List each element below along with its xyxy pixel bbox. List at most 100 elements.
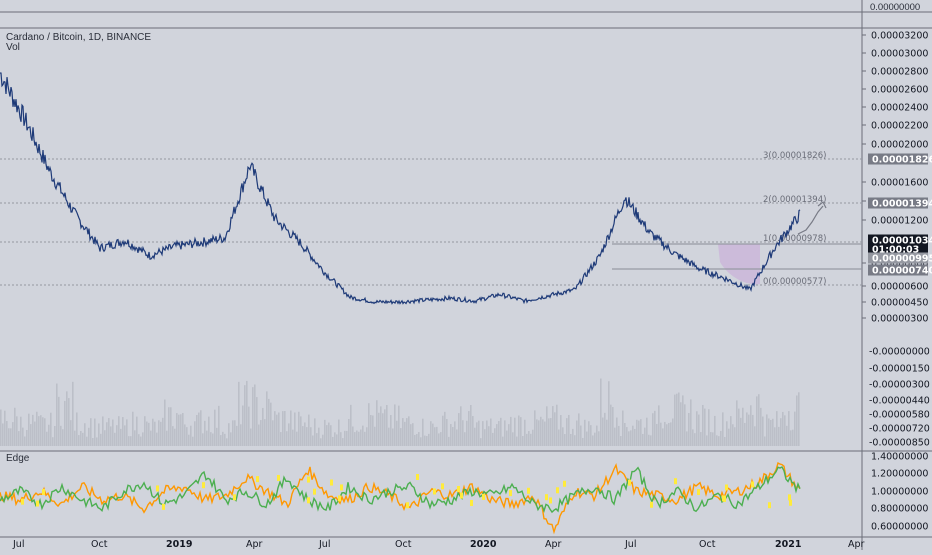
edge-highlight <box>433 488 436 495</box>
volume-bar <box>630 430 632 446</box>
volume-bar <box>534 410 536 446</box>
volume-bar <box>156 432 158 446</box>
volume-bar <box>112 419 114 446</box>
time-label: Oct <box>91 539 108 550</box>
price-tag <box>868 252 928 264</box>
volume-tick-label: -0.00000150 <box>869 364 930 375</box>
symbol-title[interactable]: Cardano / Bitcoin, 1D, BINANCE <box>6 32 152 43</box>
green-edge-line <box>0 466 801 514</box>
volume-bar <box>48 424 50 446</box>
time-axis[interactable]: Jul Oct 2019 Apr Jul Oct 2020 Apr Jul Oct 2021 Apr <box>12 539 865 550</box>
volume-bar <box>116 425 118 446</box>
volume-bar <box>210 432 212 446</box>
volume-bar <box>658 405 660 446</box>
fib-retracement[interactable]: 3(0.00001826) 2(0.00001394) 1(0.00000978) 0… <box>0 151 862 287</box>
volume-bar <box>310 427 312 446</box>
volume-bar <box>408 416 410 446</box>
price-tick-label: 0.00000300 <box>871 314 928 325</box>
volume-bar <box>338 419 340 446</box>
volume-bar <box>764 436 766 446</box>
edge-highlight <box>313 488 316 495</box>
volume-bar <box>170 407 172 446</box>
volume-bar <box>390 415 392 446</box>
volume-bar <box>168 407 170 446</box>
volume-bar <box>288 423 290 446</box>
price-tick-label: 0.00002200 <box>871 121 928 132</box>
volume-bar <box>572 428 574 446</box>
volume-bar <box>546 406 548 446</box>
volume-bar <box>562 427 564 446</box>
volume-bar <box>128 436 130 446</box>
volume-bar <box>248 406 250 446</box>
edge-highlight <box>162 503 165 510</box>
volume-bar <box>108 418 110 446</box>
volume-bar <box>526 433 528 446</box>
volume-bar <box>254 384 256 446</box>
volume-bar <box>570 434 572 446</box>
volume-bar <box>676 393 678 446</box>
shaded-pattern-area[interactable] <box>718 244 760 285</box>
resistance-band[interactable] <box>612 243 862 245</box>
top-pane-price: 0.00000000 <box>870 2 921 13</box>
indicator-tick-label: 1.00000000 <box>871 487 928 498</box>
volume-bar <box>80 431 82 446</box>
volume-bar <box>624 423 626 446</box>
volume-bar <box>556 404 558 446</box>
volume-bar <box>114 432 116 446</box>
volume-bar <box>262 407 264 446</box>
volume-bar <box>36 411 38 446</box>
volume-bar <box>514 417 516 446</box>
volume-bar <box>452 427 454 446</box>
volume-bar <box>592 435 594 446</box>
volume-bar <box>280 432 282 446</box>
price-tick-label: 0.00002400 <box>871 103 928 114</box>
volume-bar <box>320 438 322 446</box>
indicator-label[interactable]: Edge <box>6 453 30 464</box>
volume-bar <box>268 398 270 446</box>
projection-path[interactable] <box>797 205 824 235</box>
volume-bar <box>404 421 406 446</box>
volume-bar <box>32 414 34 446</box>
volume-bar <box>640 419 642 446</box>
volume-bar <box>488 426 490 446</box>
volume-bar <box>566 418 568 446</box>
volume-bar <box>678 392 680 446</box>
volume-bar <box>692 429 694 446</box>
volume-bar <box>352 426 354 446</box>
volume-bar <box>486 420 488 446</box>
volume-bar <box>632 425 634 446</box>
volume-bar <box>612 407 614 446</box>
volume-bar <box>194 421 196 446</box>
price-tags: 0.000018260.000013940.0000103401:00:030.… <box>868 153 932 277</box>
edge-highlight <box>768 502 771 509</box>
volume-bar <box>560 415 562 446</box>
volume-bar <box>422 418 424 446</box>
volume-bar <box>710 432 712 446</box>
support-band[interactable] <box>612 268 862 270</box>
volume-bar <box>602 417 604 446</box>
volume-bar <box>508 424 510 446</box>
volume-bar <box>26 430 28 446</box>
price-tag-label: 0.00001034 <box>872 236 932 247</box>
volume-bar <box>458 413 460 446</box>
volume-bar <box>796 395 798 446</box>
volume-bar <box>752 414 754 446</box>
price-axis[interactable]: 0.00003200 0.00003000 0.00002800 0.00002600… <box>862 31 928 325</box>
volume-bar <box>750 405 752 446</box>
volume-bar <box>668 422 670 446</box>
volume-bar <box>462 420 464 446</box>
volume-bar <box>256 397 258 446</box>
volume-bar <box>304 422 306 446</box>
time-label: Apr <box>848 539 865 550</box>
volume-bar <box>244 385 246 446</box>
volume-bar <box>120 428 122 446</box>
volume-bar <box>66 391 68 446</box>
volume-bar <box>342 438 344 446</box>
price-line[interactable] <box>0 72 801 305</box>
volume-bar <box>740 417 742 446</box>
volume-bar <box>636 419 638 446</box>
edge-highlight <box>457 485 460 492</box>
volume-bar <box>500 417 502 446</box>
volume-bar <box>252 387 254 446</box>
